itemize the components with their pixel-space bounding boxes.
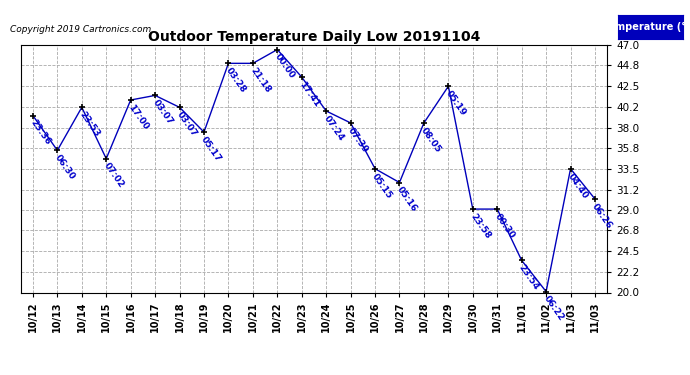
Text: 23:58: 23:58 [469,212,492,240]
Text: Temperature (°F): Temperature (°F) [603,22,690,32]
Text: 07:39: 07:39 [346,126,370,154]
Text: 03:07: 03:07 [175,110,199,139]
Text: 00:00: 00:00 [273,53,296,81]
Text: 06:26: 06:26 [591,202,614,230]
Text: 17:00: 17:00 [126,103,150,131]
Text: 05:16: 05:16 [395,185,419,214]
Text: 23:53: 23:53 [77,110,101,139]
Text: 03:07: 03:07 [150,98,175,127]
Text: 03:28: 03:28 [224,66,248,94]
Text: 06:30: 06:30 [52,153,77,182]
Text: 07:24: 07:24 [322,114,346,142]
Text: Copyright 2019 Cartronics.com: Copyright 2019 Cartronics.com [10,25,152,34]
Text: 05:19: 05:19 [444,89,468,118]
Text: 05:15: 05:15 [371,171,394,200]
Text: 23:54: 23:54 [517,263,541,292]
Text: 08:05: 08:05 [420,126,443,154]
Text: 21:18: 21:18 [248,66,272,95]
Text: 04:40: 04:40 [566,171,590,200]
Text: 23:36: 23:36 [28,118,52,147]
Text: 05:17: 05:17 [199,135,223,164]
Text: 06:22: 06:22 [542,294,565,323]
Text: 17:41: 17:41 [297,80,321,109]
Title: Outdoor Temperature Daily Low 20191104: Outdoor Temperature Daily Low 20191104 [148,30,480,44]
Text: 00:30: 00:30 [493,212,516,240]
Text: 07:02: 07:02 [101,162,126,190]
